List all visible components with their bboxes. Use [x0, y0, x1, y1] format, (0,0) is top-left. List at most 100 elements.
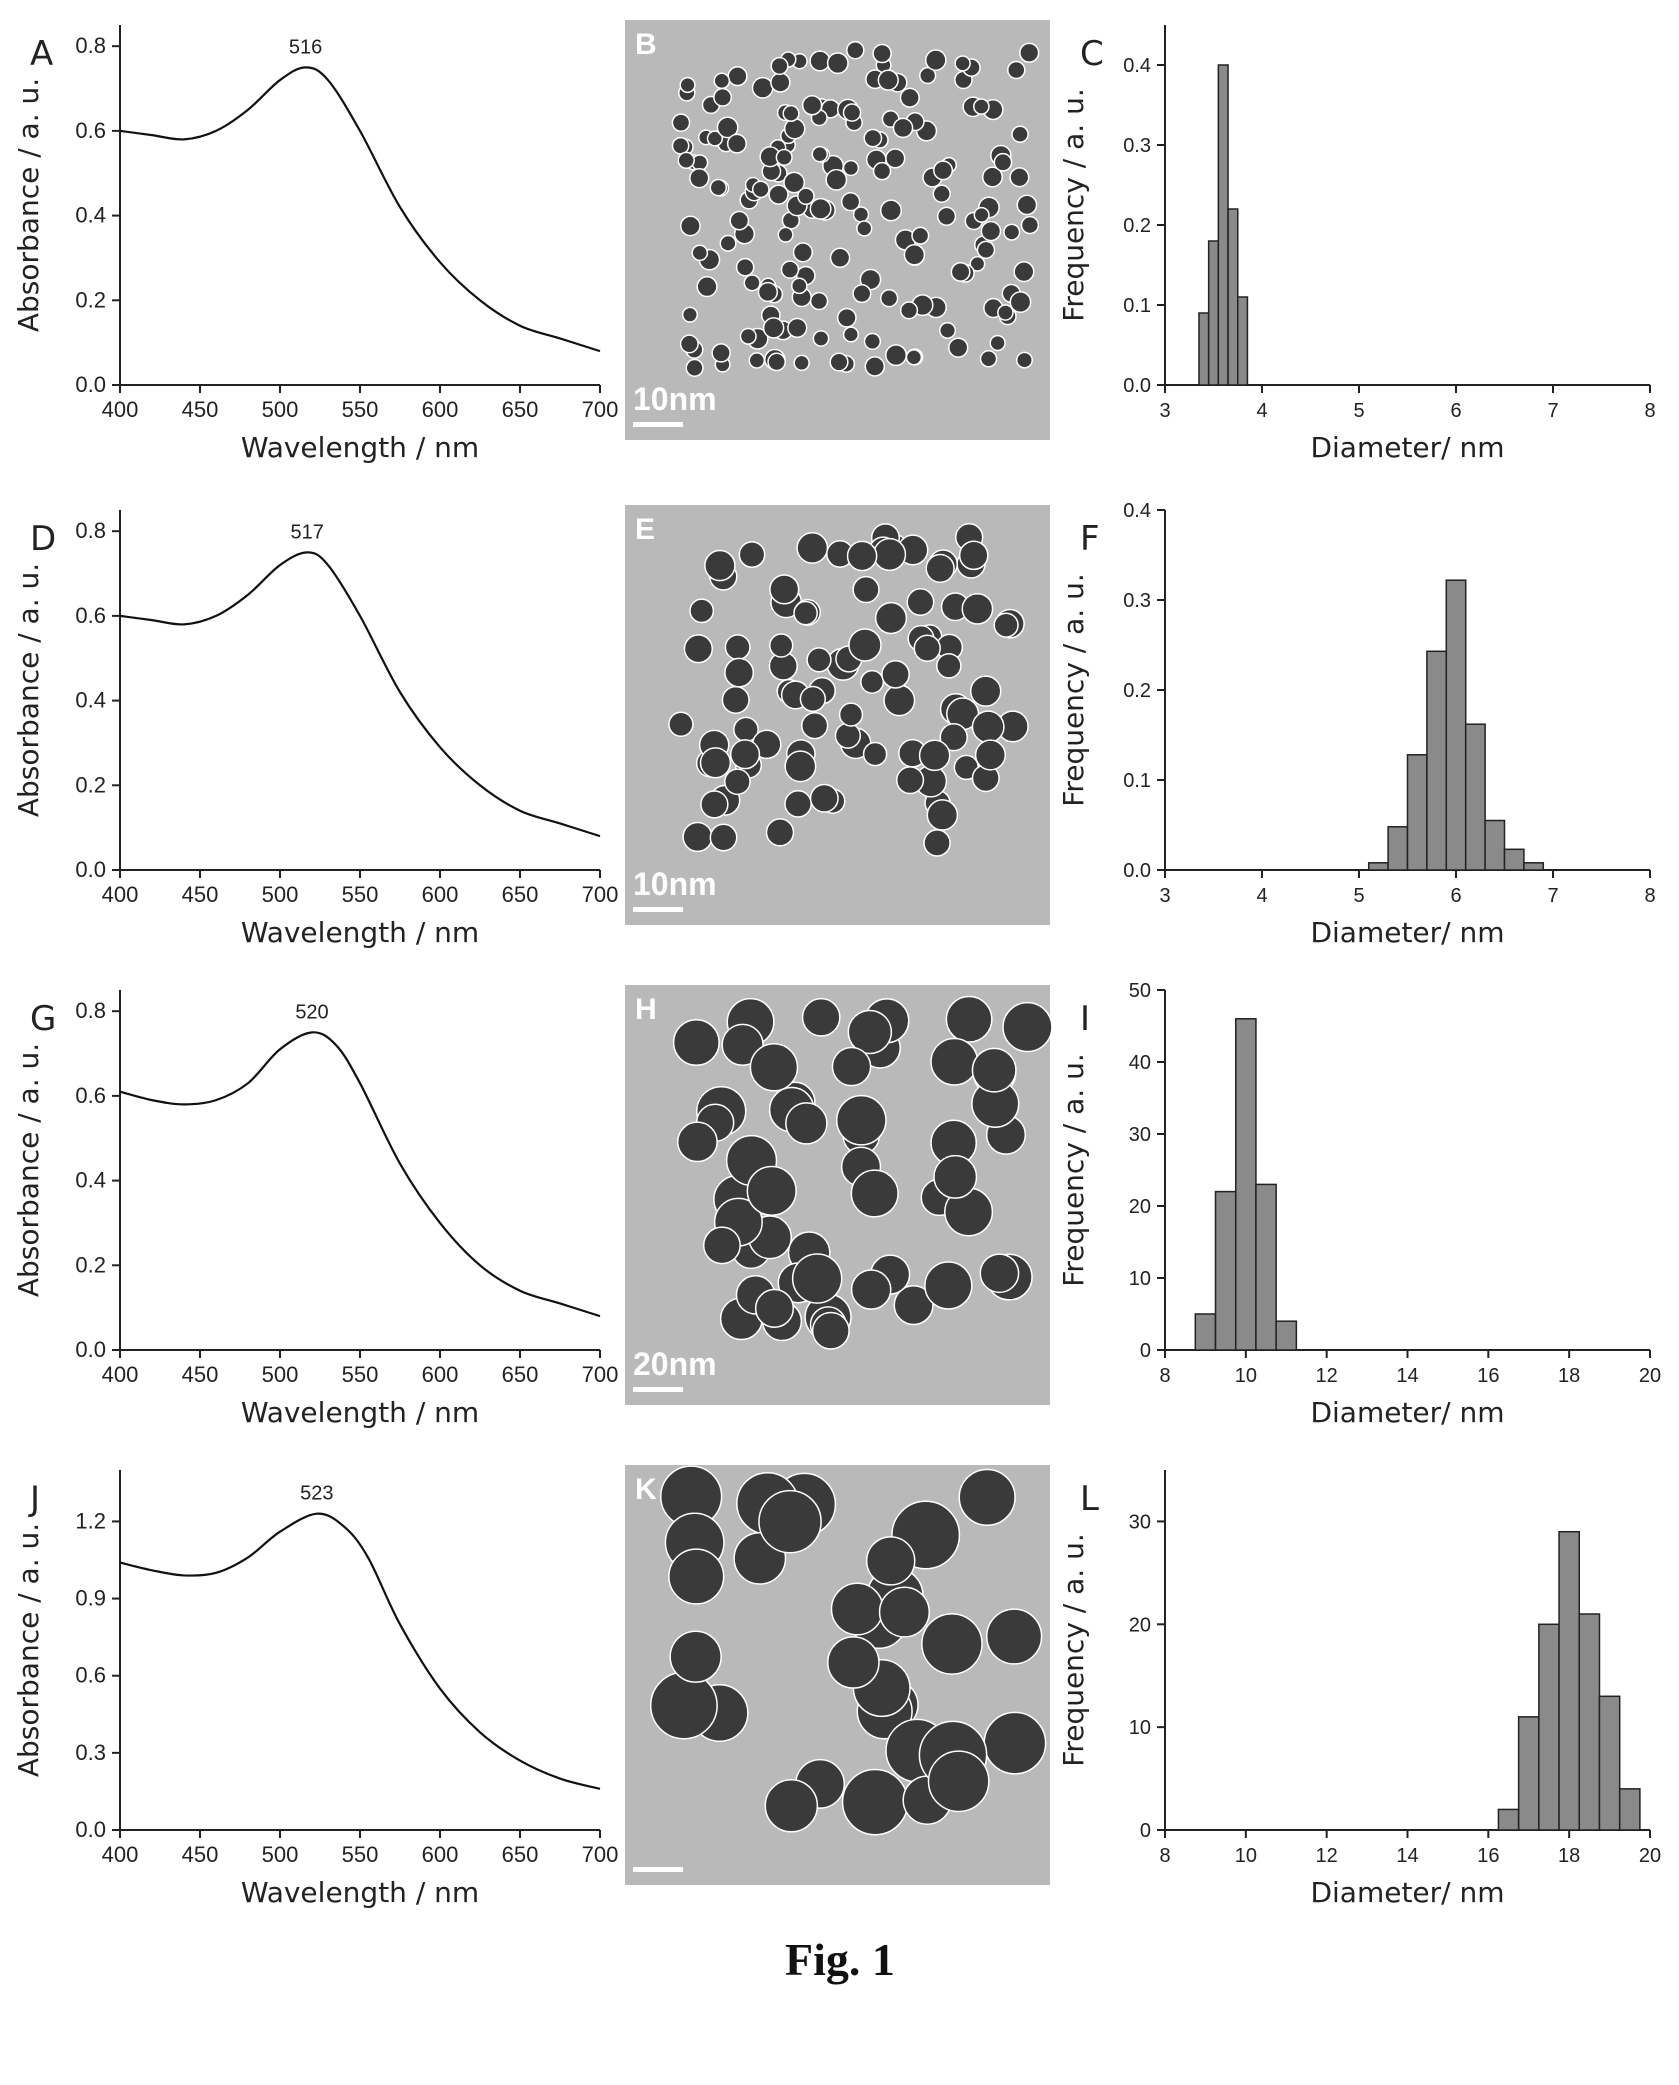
x-tick-label: 18 [1558, 1365, 1580, 1387]
nanoparticle [842, 159, 860, 177]
histogram-bar [1275, 1320, 1298, 1351]
nanoparticle [936, 206, 957, 226]
nanoparticle [790, 277, 808, 295]
nanoparticle [793, 354, 810, 372]
nanoparticle [791, 1253, 843, 1304]
y-axis-label: Frequency / a. u. [1057, 1053, 1090, 1287]
tem-image-k: K [625, 1465, 1050, 1885]
histogram-bar [1578, 1613, 1601, 1831]
nanoparticle [775, 148, 793, 166]
nanoparticle [924, 49, 947, 71]
nanoparticle [1009, 291, 1032, 314]
y-tick-label: 1.2 [75, 1508, 106, 1533]
y-tick-label: 20 [1129, 1196, 1151, 1218]
nanoparticle [842, 103, 862, 122]
nanoparticle [879, 199, 903, 222]
y-tick-label: 40 [1129, 1052, 1151, 1074]
nanoparticle [980, 220, 1002, 242]
nanoparticle [921, 1613, 983, 1675]
scale-bar-label: 20nm [633, 1346, 717, 1382]
nanoparticle [863, 332, 882, 351]
nanoparticle [1013, 261, 1035, 283]
tem-images: 10nm B 10nm E 20nm H K [625, 20, 1053, 1885]
nanoparticle [709, 178, 728, 197]
panel-letter: K [635, 1473, 657, 1506]
nanoparticle [846, 540, 878, 572]
nanoparticle [878, 1586, 931, 1638]
histogram-bar [1234, 1018, 1257, 1351]
nanoparticle [676, 1121, 718, 1163]
x-axis-label: Diameter/ nm [1310, 431, 1504, 464]
nanoparticle [846, 40, 865, 60]
nanoparticle [930, 1037, 979, 1086]
nanoparticle [856, 220, 873, 237]
nanoparticle [918, 739, 951, 772]
nanoparticle [800, 711, 829, 740]
nanoparticle [700, 790, 729, 819]
nanoparticle [811, 1311, 850, 1350]
nanoparticle [711, 343, 731, 363]
nanoparticle [911, 226, 930, 245]
histogram-bar [1598, 1695, 1621, 1831]
y-tick-label: 0.6 [75, 603, 106, 628]
nanoparticle [770, 72, 791, 93]
nanoparticle [862, 741, 888, 767]
x-tick-label: 700 [582, 1842, 619, 1867]
nanoparticle [797, 187, 815, 206]
x-tick-label: 700 [582, 397, 619, 422]
nanoparticle [973, 206, 990, 223]
y-tick-label: 0.6 [75, 1083, 106, 1108]
nanoparticle [899, 87, 920, 108]
histogram-bar [1517, 1716, 1540, 1831]
nanoparticle [784, 790, 812, 818]
y-tick-label: 0.3 [1123, 135, 1151, 157]
nanoparticle [979, 1253, 1020, 1294]
nanoparticle [829, 247, 851, 269]
nanoparticle [945, 995, 993, 1043]
nanoparticle [792, 242, 814, 263]
nanoparticle [954, 55, 971, 72]
nanoparticle [702, 1226, 741, 1265]
nanoparticle [841, 1768, 909, 1836]
nanoparticle [787, 317, 808, 339]
histogram-chart-i: 8 10 12 14 16 18 20 0 10 20 30 40 50 Diameter/ nm Freq… [1057, 980, 1661, 1429]
histogram-bar [1497, 1808, 1520, 1831]
y-tick-label: 0.4 [75, 688, 106, 713]
nanoparticle [872, 537, 907, 572]
y-axis-label: Frequency / a. u. [1057, 1533, 1090, 1767]
x-tick-label: 16 [1477, 1365, 1499, 1387]
nanoparticle [696, 276, 718, 298]
histogram-bar [1214, 1190, 1237, 1351]
x-tick-label: 500 [262, 397, 299, 422]
nanoparticle [993, 612, 1019, 638]
absorbance-curve [119, 66, 601, 353]
histogram-bar [1237, 296, 1249, 386]
nanoparticle [689, 598, 715, 624]
nanoparticle [1009, 167, 1030, 188]
nanoparticle [770, 56, 789, 76]
x-tick-label: 550 [342, 397, 379, 422]
nanoparticle [757, 281, 779, 303]
nanoparticle [768, 184, 789, 205]
x-axis-label: Wavelength / nm [241, 1396, 479, 1429]
x-tick-label: 10 [1235, 1365, 1257, 1387]
y-tick-label: 0.3 [1123, 590, 1151, 612]
nanoparticle [825, 168, 848, 191]
nanoparticle [827, 1636, 880, 1689]
panel-letter: H [635, 993, 657, 1026]
nanoparticle [874, 601, 908, 635]
y-tick-label: 0.4 [75, 203, 106, 228]
nanoparticle [848, 628, 882, 662]
panel-letter: G [30, 999, 56, 1039]
nanoparticle [1015, 351, 1033, 369]
x-tick-label: 12 [1316, 1845, 1338, 1867]
nanoparticle [969, 675, 1002, 707]
y-tick-label: 0.8 [75, 33, 106, 58]
nanoparticle [892, 117, 914, 139]
nanoparticle [679, 76, 696, 94]
nanoparticle [997, 304, 1014, 321]
nanoparticle [971, 1047, 1017, 1093]
nanoparticle [751, 180, 770, 199]
histogram-bar [1198, 312, 1210, 386]
nanoparticle [847, 1009, 893, 1055]
